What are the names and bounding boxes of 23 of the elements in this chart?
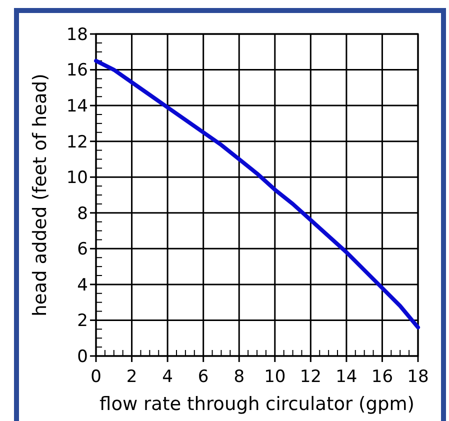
y-tick-label: 16 — [66, 60, 88, 81]
y-tick-label: 6 — [77, 240, 88, 260]
y-tick-label: 10 — [66, 168, 88, 188]
x-tick-label: 16 — [371, 367, 394, 387]
x-axis-title: flow rate through circulator (gpm) — [100, 394, 414, 415]
y-tick-label: 18 — [66, 24, 88, 45]
line-series — [94, 58, 420, 330]
x-tick-label: 8 — [234, 367, 245, 387]
y-tick-label: 4 — [77, 275, 88, 296]
y-tick-label: 12 — [66, 132, 88, 152]
x-tick-label: 10 — [264, 367, 286, 387]
y-tick-label: 8 — [77, 204, 88, 224]
x-tick-label: 2 — [126, 367, 138, 387]
y-axis-title: head added (feet of head) — [30, 74, 51, 316]
y-tick-label: 0 — [77, 346, 88, 367]
x-tick-label: 4 — [162, 367, 173, 387]
x-tick-label: 6 — [198, 367, 209, 387]
x-tick-label: 18 — [407, 367, 429, 387]
x-tick-label: 0 — [90, 367, 102, 387]
x-tick-label: 12 — [300, 367, 322, 387]
x-tick-label: 14 — [336, 367, 358, 387]
y-tick-label: 14 — [66, 96, 88, 117]
y-tick-label: 2 — [77, 311, 88, 332]
